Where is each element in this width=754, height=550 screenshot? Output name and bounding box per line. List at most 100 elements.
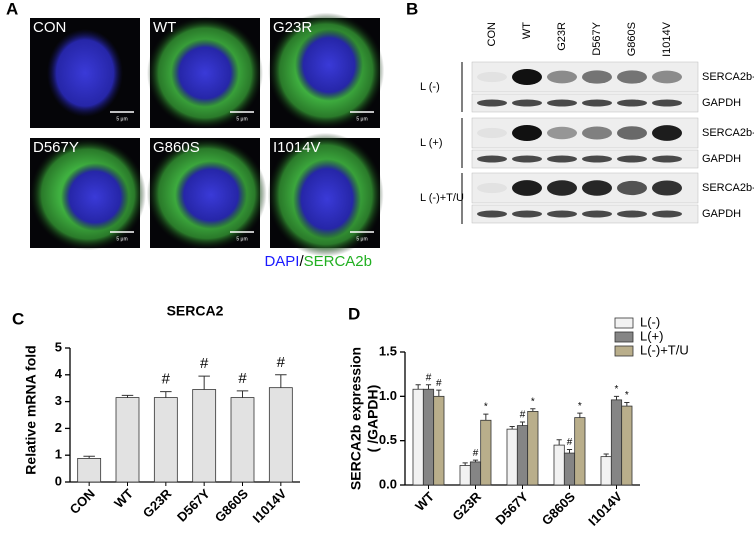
band (547, 180, 577, 196)
nucleus (47, 29, 123, 117)
significance-marker: # (277, 354, 286, 371)
nucleus (293, 159, 361, 239)
error-bar (425, 384, 432, 390)
bar (230, 397, 255, 483)
x-tick-label: I1014V (250, 486, 290, 526)
error-bar (275, 374, 287, 388)
x-tick-label: G23R (140, 486, 175, 521)
band (582, 70, 612, 84)
band (652, 155, 682, 163)
band-label: GAPDH (702, 153, 741, 165)
x-tick-label: WT (111, 486, 136, 511)
lane-label: WT (521, 22, 533, 39)
lane-label: G23R (556, 22, 568, 51)
legend-label: L(-) (640, 314, 660, 329)
legend-label: L(-)+T/U (640, 342, 689, 357)
band (582, 180, 612, 196)
nucleus (295, 29, 363, 101)
band (582, 99, 612, 107)
error-bar (83, 455, 95, 459)
dapi-label: DAPI (264, 253, 299, 270)
scale-label: 5 μm (116, 236, 127, 242)
legend-label: L(+) (640, 328, 663, 343)
image-label: CON (33, 19, 66, 36)
nucleus (171, 39, 239, 107)
x-tick-label: G860S (212, 486, 251, 525)
error-bar (613, 395, 620, 400)
y-axis-label: Relative mRNA fold (23, 345, 39, 474)
significance-marker: * (484, 402, 488, 413)
scale-label: 5 μm (356, 116, 367, 122)
scale-label: 5 μm (356, 236, 367, 242)
band (617, 180, 647, 196)
band (547, 126, 577, 140)
y-tick-label: 5 (55, 339, 62, 354)
bar (553, 444, 565, 486)
significance-marker: # (200, 355, 209, 372)
error-bar (530, 408, 536, 412)
x-tick-label: D567Y (174, 486, 213, 525)
error-bar (436, 389, 442, 397)
nucleus (175, 161, 247, 229)
significance-marker: # (520, 410, 526, 421)
significance-marker: * (615, 384, 619, 395)
significance-marker: * (578, 401, 582, 412)
band (582, 155, 612, 163)
significance-marker: # (426, 372, 432, 383)
x-tick-label: G860S (539, 489, 578, 528)
band (547, 155, 577, 163)
bar (574, 417, 586, 486)
significance-marker: # (162, 371, 171, 388)
band (652, 70, 682, 84)
band (652, 180, 682, 196)
bar (412, 388, 424, 486)
error-bar (160, 391, 172, 398)
bar (192, 389, 217, 483)
error-bar (577, 412, 583, 418)
error-bar (198, 375, 210, 390)
lane-label: G860S (626, 22, 638, 56)
significance-marker: * (531, 396, 535, 407)
band (512, 125, 542, 141)
band (477, 210, 507, 218)
y-axis-label: SERCA2b expression (348, 347, 364, 490)
band-label: SERCA2b-Flag (702, 71, 754, 83)
band (547, 99, 577, 107)
significance-marker: # (238, 370, 247, 387)
bar (115, 397, 140, 483)
band (547, 70, 577, 84)
panel-letter: C (12, 309, 24, 328)
error-bar (556, 439, 562, 446)
band (512, 69, 542, 85)
band (477, 99, 507, 107)
image-label: I1014V (273, 139, 321, 156)
image-label: D567Y (33, 139, 79, 156)
x-tick-label: WT (412, 489, 437, 514)
band (512, 180, 542, 196)
band-label: GAPDH (702, 97, 741, 109)
legend-swatch (614, 331, 634, 343)
band-label: SERCA2b-Flag (702, 182, 754, 194)
lane-label: D567Y (591, 21, 603, 55)
error-bar (462, 462, 468, 466)
y-tick-label: 4 (55, 366, 63, 381)
band (652, 125, 682, 141)
image-label: G860S (153, 139, 200, 156)
legend-swatch (614, 345, 634, 357)
bar (77, 458, 102, 483)
group-label: L (-) (420, 81, 440, 93)
y-axis-label: ( /GAPDH) (365, 385, 381, 453)
micrograph: G23R 5 μm (268, 12, 385, 129)
y-tick-label: 0.0 (379, 476, 397, 491)
y-tick-label: 2 (55, 420, 62, 435)
band (617, 99, 647, 107)
band (582, 210, 612, 218)
bar (469, 461, 482, 486)
significance-marker: # (436, 378, 442, 389)
significance-marker: # (473, 448, 479, 459)
bar (480, 419, 492, 486)
error-bar (121, 394, 134, 398)
band (477, 127, 507, 139)
band (477, 155, 507, 163)
bar (516, 425, 529, 486)
